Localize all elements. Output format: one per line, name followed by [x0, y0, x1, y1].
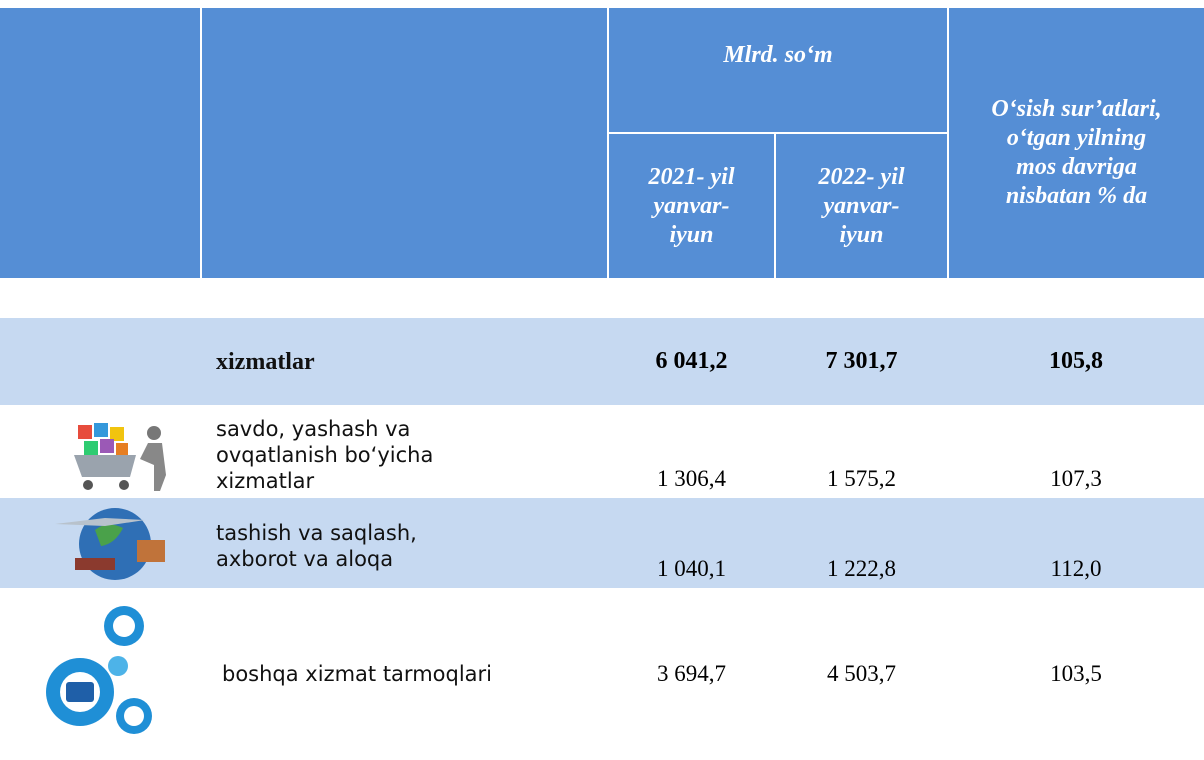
- cell: 1 306,4: [657, 466, 726, 491]
- year-header: 2021- yil yanvar- iyun: [648, 163, 735, 248]
- row-label: savdo, yashash va ovqatlanish bo‘yicha x…: [216, 417, 434, 493]
- cell: 1 222,8: [827, 556, 896, 581]
- gears-icon: [46, 606, 152, 734]
- cell: 103,5: [1050, 661, 1102, 686]
- divider: [774, 133, 776, 278]
- row-band: [0, 498, 1204, 588]
- transport-icon: [55, 508, 165, 580]
- cell: 1 575,2: [827, 466, 896, 491]
- year-header: 2022- yil yanvar- iyun: [818, 163, 905, 248]
- cell: 3 694,7: [657, 661, 726, 686]
- row-label: tashish va saqlash, axborot va aloqa: [216, 521, 417, 571]
- cell: 1 040,1: [657, 556, 726, 581]
- cell: 4 503,7: [827, 661, 896, 686]
- shopping-icon: [74, 423, 166, 491]
- cell: 107,3: [1050, 466, 1102, 491]
- divider: [200, 8, 202, 278]
- row-label: xizmatlar: [216, 348, 315, 375]
- unit-header: Mlrd. so‘m: [723, 41, 833, 68]
- cell: 7 301,7: [825, 348, 898, 374]
- cell: 6 041,2: [655, 348, 728, 374]
- cell: 112,0: [1050, 556, 1102, 581]
- divider: [947, 8, 949, 278]
- row-band: [0, 318, 1204, 405]
- divider: [607, 8, 609, 278]
- row-label: boshqa xizmat tarmoqlari: [222, 662, 492, 686]
- cell: 105,8: [1049, 348, 1103, 374]
- divider: [608, 132, 948, 134]
- growth-header: O‘sish sur’atlari, o‘tgan yilning mos da…: [991, 96, 1162, 209]
